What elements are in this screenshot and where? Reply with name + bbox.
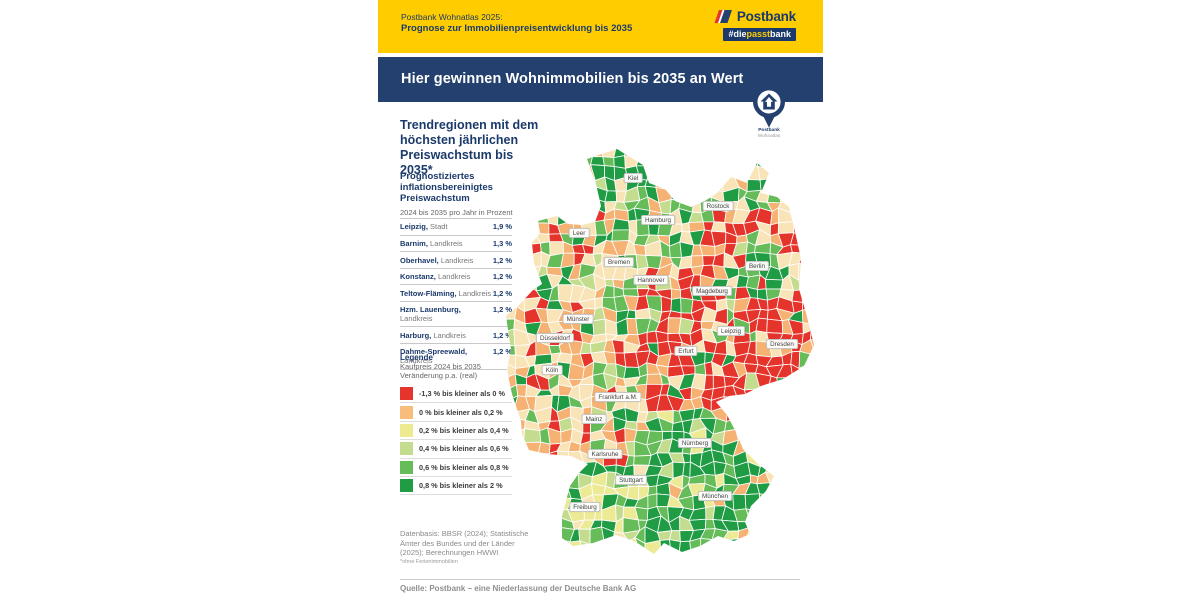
region-value: 1,2 % [492, 272, 512, 282]
map-canvas [506, 149, 814, 554]
legend-label: -1,3 % bis kleiner als 0 % [419, 389, 505, 399]
legend-subtitle-1: Kaufpreis 2024 bis 2035 [400, 362, 481, 371]
table-row: Konstanz, Landkreis 1,2 % [400, 269, 512, 286]
legend-label: 0,8 % bis kleiner als 2 % [419, 481, 503, 491]
city-label: Köln [541, 365, 563, 375]
region-name: Leipzig, Stadt [400, 222, 448, 232]
unit-note: 2024 bis 2035 pro Jahr in Prozent [400, 208, 513, 217]
region-name: Oberhavel, Landkreis [400, 255, 474, 265]
city-label: Nürnberg [677, 438, 713, 448]
postbank-logo-icon [714, 10, 732, 23]
legend-row: 0,6 % bis kleiner als 0,8 % [400, 459, 512, 477]
region-value: 1,2 % [492, 255, 512, 265]
city-label: Freiburg [569, 502, 601, 512]
legend-label: 0 % bis kleiner als 0,2 % [419, 407, 503, 417]
postbank-wordmark: Postbank [736, 9, 796, 24]
region-name: Barnim, Landkreis [400, 238, 463, 248]
section-subheading: Prognostiziertes inflationsbereinigtes P… [400, 171, 493, 204]
legend-row: 0 % bis kleiner als 0,2 % [400, 403, 512, 422]
city-label: Stuttgart [615, 475, 647, 485]
city-label: Karlsruhe [587, 449, 623, 459]
legend-row: -1,3 % bis kleiner als 0 % [400, 385, 512, 404]
region-value: 1,2 % [492, 330, 512, 340]
region-name: Konstanz, Landkreis [400, 272, 471, 282]
region-name: Harburg, Landkreis [400, 330, 466, 340]
legend-swatch [400, 442, 413, 456]
source-line: Quelle: Postbank – eine Niederlassung de… [400, 584, 637, 593]
region-value: 1,2 % [492, 305, 512, 315]
legend-swatch [400, 387, 413, 401]
header-subtitle: Prognose zur Immobilienpreisentwicklung … [401, 23, 633, 34]
legend-row: 0,8 % bis kleiner als 2 % [400, 477, 512, 496]
city-label: Hamburg [641, 215, 675, 225]
legend-swatch [400, 405, 413, 419]
legend-swatch [400, 479, 413, 493]
city-label: Mainz [581, 414, 607, 424]
region-value: 1,3 % [492, 238, 512, 248]
city-label: Leipzig [717, 326, 745, 336]
infographic: Postbank Wohnatlas 2025: Prognose zur Im… [378, 0, 823, 600]
legend-swatch [400, 423, 413, 437]
city-label: Hannover [633, 275, 669, 285]
legend-swatch [400, 460, 413, 474]
city-label: Rostock [702, 201, 734, 211]
city-label: München [698, 491, 732, 501]
city-label: Frankfurt a.M. [594, 392, 642, 402]
legend-row: 0,2 % bis kleiner als 0,4 % [400, 422, 512, 441]
table-row: Harburg, Landkreis 1,2 % [400, 327, 512, 345]
city-label: Bremen [603, 257, 635, 267]
postbank-logo: Postbank #diepasstbank [714, 9, 796, 42]
trend-table: Leipzig, Stadt 1,9 % Barnim, Landkreis 1… [400, 218, 512, 370]
region-value: 1,2 % [492, 288, 512, 298]
region-name: Dahme-Spreewald, Landkreis [400, 347, 468, 366]
header-kicker: Postbank Wohnatlas 2025: [401, 12, 503, 22]
city-label: Magdeburg [692, 286, 732, 296]
region-name: Hzm. Lauenburg, Landkreis [400, 305, 461, 324]
legend-label: 0,4 % bis kleiner als 0,6 % [419, 444, 509, 454]
city-label: Kiel [623, 173, 643, 183]
legend-subtitle-2: Veränderung p.a. (real) [400, 371, 478, 380]
region-value: 1,2 % [492, 347, 512, 357]
city-label: Berlin [744, 261, 770, 271]
region-name: Teltow-Fläming, Landkreis [400, 288, 492, 298]
footnote: *ohne Ferienimmobilien [400, 559, 458, 565]
legend-title: Legende [400, 353, 433, 362]
city-label: Erfurt [674, 346, 698, 356]
city-label: Dresden [766, 339, 798, 349]
data-source-note: Datenbasis: BBSR (2024); Statistische Äm… [400, 529, 529, 557]
legend-rows: -1,3 % bis kleiner als 0 % 0 % bis klein… [400, 385, 512, 496]
city-label: Düsseldorf [535, 333, 575, 343]
divider [400, 579, 800, 580]
table-row: Leipzig, Stadt 1,9 % [400, 219, 512, 236]
city-label: Münster [562, 314, 594, 324]
legend-label: 0,2 % bis kleiner als 0,4 % [419, 425, 509, 435]
region-value: 1,9 % [492, 222, 512, 232]
emblem-caption: Postbank Wohnatlas [757, 128, 781, 139]
page-title: Hier gewinnen Wohnimmobilien bis 2035 an… [401, 71, 744, 87]
hashtag-badge: #diepasstbank [723, 27, 796, 41]
table-row: Dahme-Spreewald, Landkreis 1,2 % [400, 344, 512, 370]
wohnatlas-pin-icon [753, 85, 785, 128]
table-row: Barnim, Landkreis 1,3 % [400, 236, 512, 253]
legend-label: 0,6 % bis kleiner als 0,8 % [419, 462, 509, 472]
germany-choropleth-map: Kiel Rostock Hamburg Leer Bremen Berlin … [505, 145, 815, 555]
table-row: Oberhavel, Landkreis 1,2 % [400, 252, 512, 269]
table-row: Hzm. Lauenburg, Landkreis 1,2 % [400, 302, 512, 328]
section-heading: Trendregionen mit dem höchsten jährliche… [400, 118, 539, 177]
table-row: Teltow-Fläming, Landkreis 1,2 % [400, 285, 512, 302]
header-band: Postbank Wohnatlas 2025: Prognose zur Im… [378, 0, 823, 53]
city-label: Leer [568, 228, 590, 238]
legend-row: 0,4 % bis kleiner als 0,6 % [400, 440, 512, 459]
legend: Legende Kaufpreis 2024 bis 2035 Veränder… [400, 353, 512, 496]
title-bar: Hier gewinnen Wohnimmobilien bis 2035 an… [378, 57, 823, 102]
